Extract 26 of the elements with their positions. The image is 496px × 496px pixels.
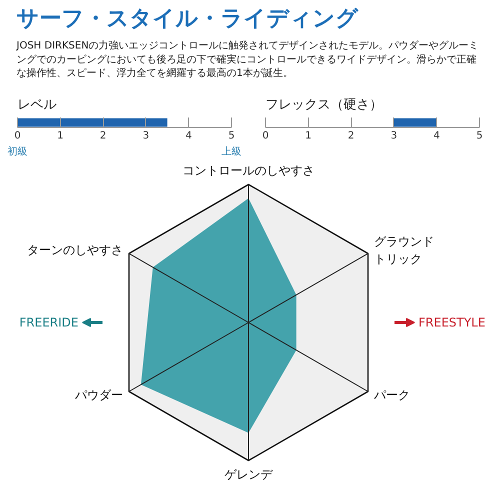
x-tick-label: 5 [228,130,235,142]
x-tick-label: 4 [434,130,440,142]
x-tick-label: 1 [57,130,64,142]
text: FREESTYLE [418,316,486,330]
x-tick-label: 5 [476,130,483,142]
spoke-label: パーク [373,388,410,402]
text: サーフ・スタイル・ライディング [16,6,358,32]
x-tick-label: 3 [142,130,150,142]
spoke-label: コントロールのしやすさ [182,164,314,178]
spoke-label: ゲレンデ [224,468,274,482]
x-tick-label: 2 [348,130,354,142]
text: 上級 [222,146,242,158]
spoke-label: ターンのしやすさ [26,243,123,257]
text: FREERIDE [19,316,79,330]
x-tick-label: 0 [262,130,269,142]
x-tick-label: 4 [186,130,192,142]
text: 初級 [8,146,28,158]
x-tick-label: 1 [305,130,312,142]
chart-title: フレックス（硬さ） [266,98,382,112]
x-tick-label: 2 [100,130,106,142]
x-tick-label: 3 [390,130,398,142]
x-tick-label: 0 [14,130,21,142]
spoke-label: グラウンドトリック [374,234,434,266]
chart-title: レベル [18,98,56,112]
spoke-label: パウダー [74,388,123,402]
text: JOSH DIRKSENの力強いエッジコントロールに触発されてデザインされたモデル。パウダーやグルーミングでのカービングにおいても後ろ足の下で確実にコントロールできるワイドデザイン。滑らかで正確な操作性、スピード、浮力全てを網羅する最高の1本が誕生。 [16,40,479,79]
